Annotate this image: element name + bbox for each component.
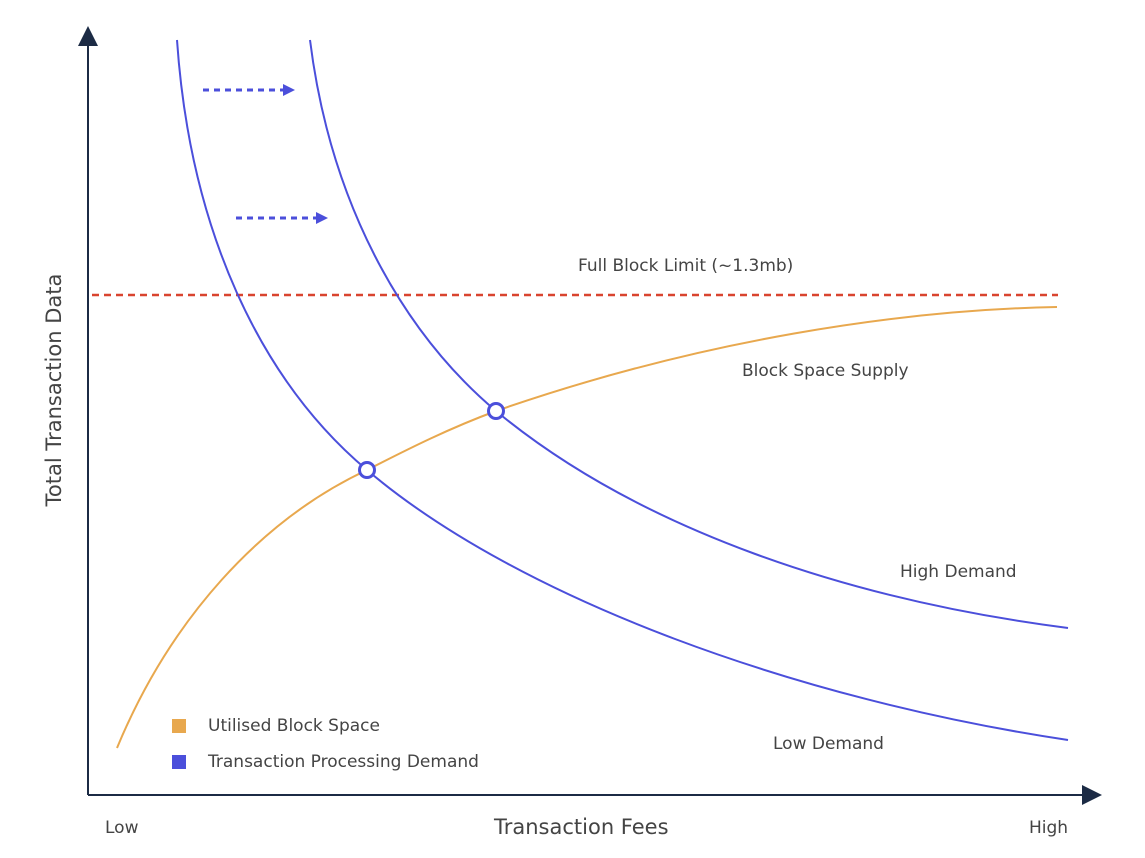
full-block-limit-label: Full Block Limit (~1.3mb) xyxy=(578,256,794,276)
legend-label: Utilised Block Space xyxy=(208,716,380,736)
legend-label: Transaction Processing Demand xyxy=(208,752,479,772)
high-demand-curve xyxy=(309,39,1069,629)
legend-swatch xyxy=(172,719,186,733)
low-demand-label: Low Demand xyxy=(773,734,884,754)
high-equilibrium-point xyxy=(487,402,505,420)
legend-item-supply: Utilised Block Space xyxy=(172,716,380,736)
legend-swatch xyxy=(172,755,186,769)
low-demand-curve xyxy=(176,39,1069,741)
x-high-label: High xyxy=(1029,818,1069,838)
legend-item-demand: Transaction Processing Demand xyxy=(172,752,479,772)
x-axis-title: Transaction Fees xyxy=(494,815,669,839)
supply-label: Block Space Supply xyxy=(742,361,909,381)
x-low-label: Low xyxy=(105,818,139,838)
low-equilibrium-point xyxy=(358,461,376,479)
y-axis-title: Total Transaction Data xyxy=(42,273,66,507)
block-space-supply-curve xyxy=(116,306,1058,749)
high-demand-label: High Demand xyxy=(900,562,1017,582)
